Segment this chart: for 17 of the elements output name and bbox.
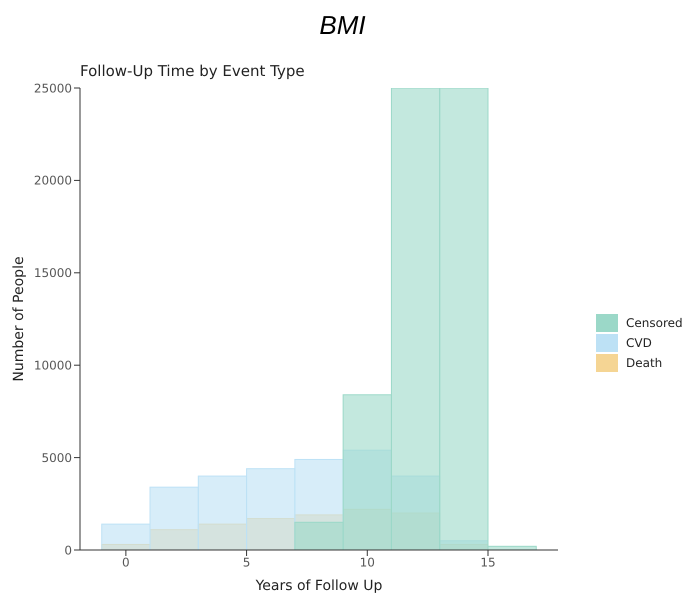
- x-tick-label: 10: [360, 556, 375, 570]
- y-tick-label: 20000: [34, 174, 72, 188]
- legend-label: Death: [626, 356, 662, 370]
- x-axis-title: Years of Follow Up: [254, 578, 383, 594]
- legend-label: CVD: [626, 336, 652, 350]
- y-tick-label: 25000: [34, 81, 72, 96]
- y-tick-label: 0: [64, 543, 72, 558]
- x-tick-label: 15: [480, 556, 496, 570]
- x-tick-label: 0: [122, 556, 130, 570]
- y-axis-title: Number of People: [10, 256, 27, 382]
- y-tick-label: 5000: [41, 450, 72, 465]
- y-tick-label: 10000: [34, 358, 72, 372]
- legend-label: Censored: [626, 316, 683, 330]
- chart-subtitle: Follow-Up Time by Event Type: [80, 62, 305, 80]
- y-tick-label: 15000: [34, 266, 72, 280]
- chart-title: BMI: [318, 10, 367, 41]
- x-tick-label: 5: [242, 556, 250, 570]
